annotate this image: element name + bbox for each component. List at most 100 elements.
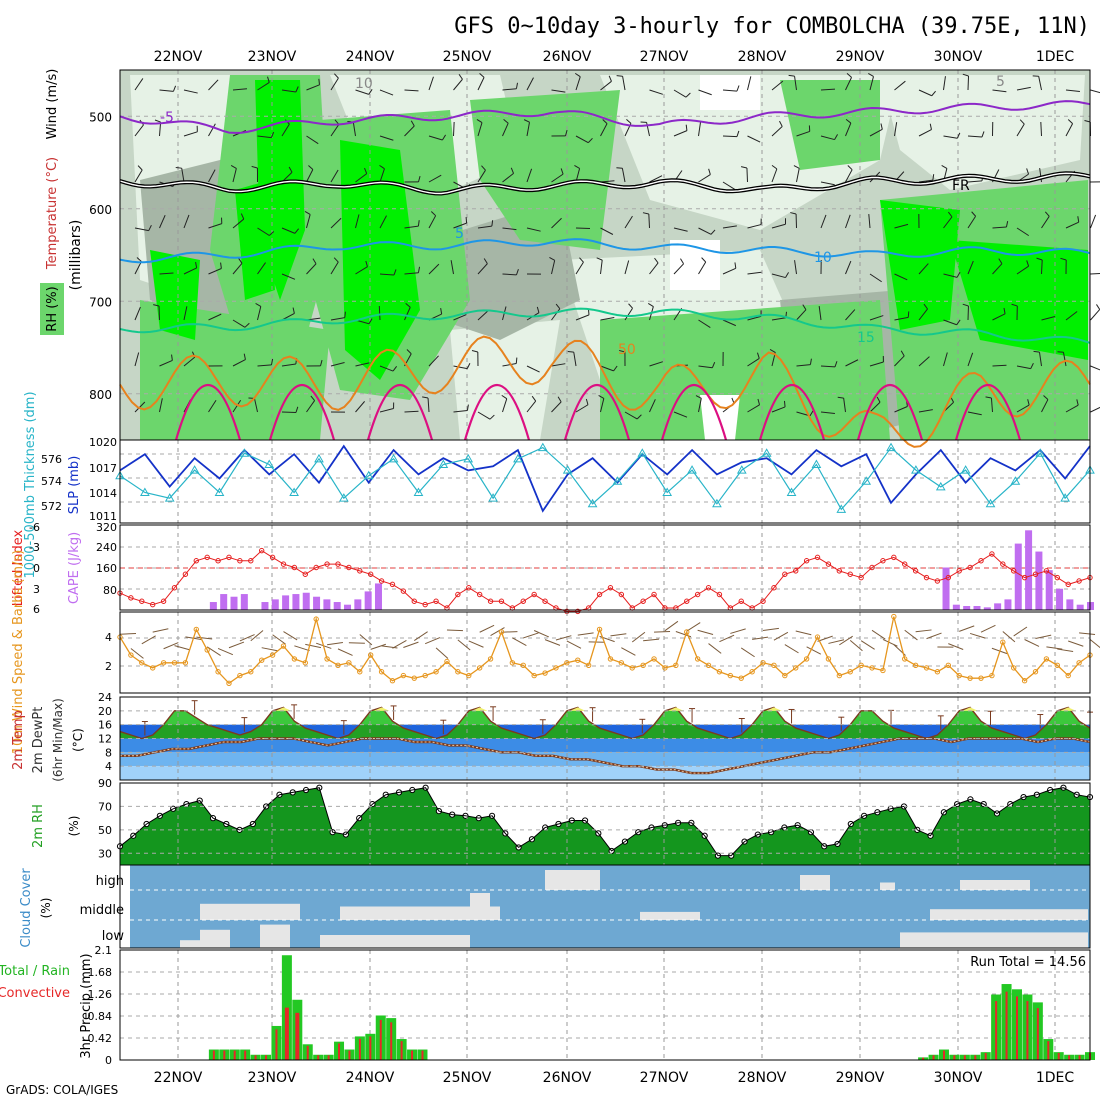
wind-barb-flag [809,410,814,417]
wind-barb-flag [251,165,258,169]
date-label-bottom: 23NOV [248,1070,297,1086]
wind-barb [281,89,296,93]
contour-label: -5 [160,110,174,126]
cape-bar [963,606,971,610]
surface-barb [762,627,779,632]
wind-barb [869,128,883,137]
wind-barb [306,169,314,183]
temp-high-peak [471,707,488,711]
wind-barb-flag [304,210,311,215]
cape-bar [1025,530,1033,610]
wind-barb-flag [549,257,555,261]
wind-barb-flag [846,73,852,78]
cloud-tick: middle [80,903,124,918]
thickness-point [985,498,996,508]
li-point [466,585,472,591]
wind-barb [281,123,290,137]
wind-barb-flag [793,165,800,169]
wind-barb [1040,121,1042,137]
slp-tick: 1020 [89,436,117,449]
li-point [1011,568,1017,574]
wind-barb-flag [596,257,603,261]
legend-total-rain: Total / Rain [0,964,70,979]
surface-barb [1089,638,1100,649]
li-point [716,591,723,598]
wind-barb [379,215,387,229]
wind-barb [134,78,144,91]
surface-barb [130,648,144,659]
wind-barb-flag [491,220,494,227]
wind-speed-point [400,672,407,679]
wind-barb [575,314,590,321]
li-point [258,547,265,554]
wind-speed-point [934,669,941,675]
thickness-point [911,465,921,474]
wind-barb [747,315,762,321]
wind-barb-flag [405,303,411,308]
wind-barb-flag [294,228,300,234]
rh-gap [700,75,760,110]
cloud-block [320,935,470,948]
surface-barb [228,641,245,649]
precip-conv-bar [1026,1001,1029,1060]
thickness-point [886,442,896,452]
date-label-top: 1DEC [1036,49,1075,65]
wind-barb [1065,311,1078,321]
wind-barb [208,223,222,229]
li-point [923,574,930,581]
wind-barb [306,84,320,91]
thickness-point [687,465,697,474]
wind-barb-flag [565,130,568,137]
cape-bar [354,599,362,610]
cloud-block [545,870,600,890]
precip-conv-bar [400,1041,403,1060]
wind-barb [698,227,712,235]
li-point [476,591,483,598]
wind-speed-point [978,675,984,681]
li-point [400,588,407,594]
wind-speed-point [869,665,875,671]
surface-barb [806,646,822,655]
surface-barb [512,637,527,646]
rh-tick: 70 [98,800,112,813]
wind-barb [404,125,415,137]
wind-barb-flag [736,85,740,92]
wind-barb [722,319,737,327]
wind-barb [796,364,811,367]
precip-conv-bar [411,1050,414,1060]
wind-speed-point [858,662,864,669]
precip-tick: 0.42 [88,1032,113,1045]
slp-title: SLP (mb) [67,456,82,515]
rh-contour-fill [450,320,560,440]
wind-barb-flag [476,118,483,124]
cape-bar [302,592,310,610]
surface-barb [1013,626,1028,637]
precip-conv-bar [1057,1052,1060,1060]
wind-barb [330,217,342,229]
wind-barb-flag [802,304,807,310]
wind-barb [183,131,198,137]
li-point [182,571,189,577]
date-label-bottom: 25NOV [443,1070,492,1086]
wind-barb-flag [255,303,262,307]
wind-barb-flag [1076,399,1079,406]
wind-barb-flag [1011,303,1018,307]
surface-barb [272,634,286,645]
wind-barb-flag [220,262,222,269]
precip-tick: 1.26 [88,988,113,1001]
wind-barb-flag [962,73,969,77]
isotherm-line [119,307,1091,344]
wind-barb [722,225,737,229]
wind-barb-flag [292,307,295,314]
cloud-block [200,903,300,920]
cloud-tick: low [102,929,125,944]
thickness-point [935,481,946,491]
wind-speed-point [444,658,450,665]
wind-barb [575,227,591,230]
cape-bar [942,567,950,610]
wind-barb-flag [779,120,783,127]
wind-barb [257,135,272,139]
wind-barb [967,215,977,229]
wind-barb [257,262,266,275]
